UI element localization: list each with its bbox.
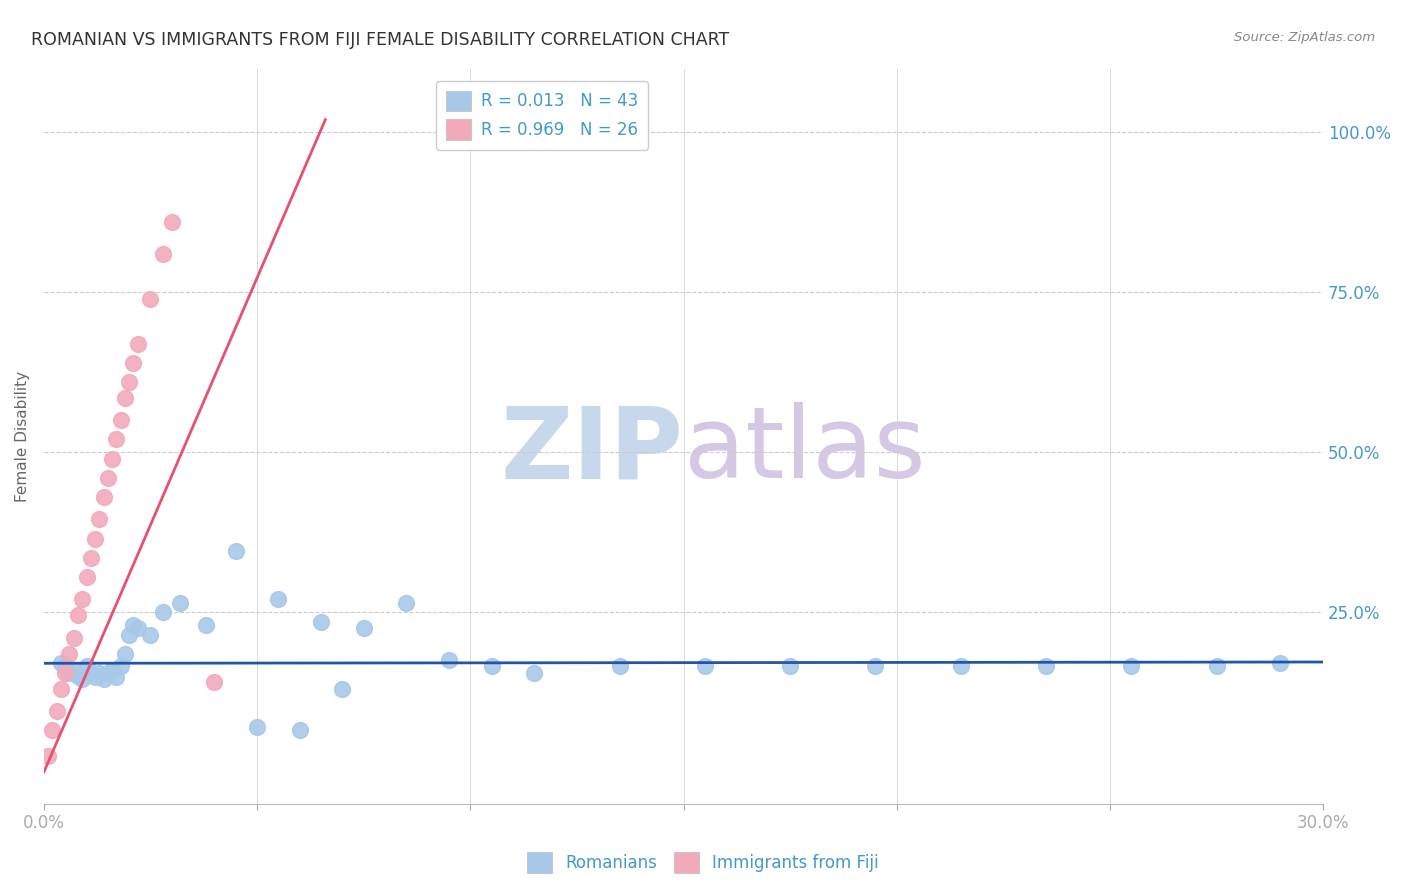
- Point: [53, 665, 76, 680]
- Point: [58, 647, 80, 661]
- Point: [225, 544, 247, 558]
- Point: [122, 618, 145, 632]
- Point: [110, 659, 132, 673]
- Point: [89, 512, 111, 526]
- Point: [118, 627, 141, 641]
- Point: [152, 247, 174, 261]
- Point: [72, 592, 94, 607]
- Point: [114, 647, 136, 661]
- Point: [89, 665, 111, 680]
- Point: [97, 665, 120, 680]
- Point: [62, 663, 84, 677]
- Point: [80, 550, 103, 565]
- Point: [523, 665, 546, 680]
- Point: [66, 608, 89, 623]
- Point: [693, 659, 716, 673]
- Point: [139, 627, 162, 641]
- Text: Source: ZipAtlas.com: Source: ZipAtlas.com: [1234, 31, 1375, 45]
- Point: [84, 670, 107, 684]
- Point: [332, 681, 354, 696]
- Point: [353, 621, 375, 635]
- Point: [93, 673, 115, 687]
- Point: [114, 391, 136, 405]
- Text: ZIP: ZIP: [501, 402, 683, 500]
- Point: [41, 723, 63, 738]
- Point: [779, 659, 801, 673]
- Point: [309, 615, 332, 629]
- Point: [1035, 659, 1057, 673]
- Point: [62, 631, 84, 645]
- Point: [53, 659, 76, 673]
- Point: [76, 659, 98, 673]
- Point: [105, 670, 128, 684]
- Text: ROMANIAN VS IMMIGRANTS FROM FIJI FEMALE DISABILITY CORRELATION CHART: ROMANIAN VS IMMIGRANTS FROM FIJI FEMALE …: [31, 31, 730, 49]
- Point: [58, 665, 80, 680]
- Point: [139, 292, 162, 306]
- Point: [1205, 659, 1227, 673]
- Point: [1121, 659, 1143, 673]
- Point: [127, 336, 149, 351]
- Point: [865, 659, 887, 673]
- Point: [101, 663, 124, 677]
- Point: [288, 723, 311, 738]
- Point: [118, 375, 141, 389]
- Point: [97, 471, 120, 485]
- Point: [105, 433, 128, 447]
- Point: [169, 595, 191, 609]
- Point: [122, 356, 145, 370]
- Point: [481, 659, 503, 673]
- Legend: R = 0.013   N = 43, R = 0.969   N = 26: R = 0.013 N = 43, R = 0.969 N = 26: [436, 80, 648, 150]
- Point: [160, 215, 183, 229]
- Point: [1270, 657, 1292, 671]
- Point: [204, 675, 226, 690]
- Y-axis label: Female Disability: Female Disability: [15, 371, 30, 502]
- Point: [93, 490, 115, 504]
- Point: [84, 532, 107, 546]
- Point: [76, 570, 98, 584]
- Point: [49, 681, 72, 696]
- Point: [45, 704, 67, 718]
- Point: [949, 659, 972, 673]
- Point: [246, 720, 269, 734]
- Point: [101, 451, 124, 466]
- Point: [49, 657, 72, 671]
- Point: [127, 621, 149, 635]
- Text: atlas: atlas: [683, 402, 925, 500]
- Point: [152, 605, 174, 619]
- Point: [437, 653, 460, 667]
- Point: [110, 413, 132, 427]
- Point: [37, 749, 59, 764]
- Point: [395, 595, 418, 609]
- Point: [194, 618, 217, 632]
- Point: [267, 592, 290, 607]
- Legend: Romanians, Immigrants from Fiji: Romanians, Immigrants from Fiji: [520, 846, 886, 880]
- Point: [72, 673, 94, 687]
- Point: [80, 665, 103, 680]
- Point: [609, 659, 631, 673]
- Point: [66, 669, 89, 683]
